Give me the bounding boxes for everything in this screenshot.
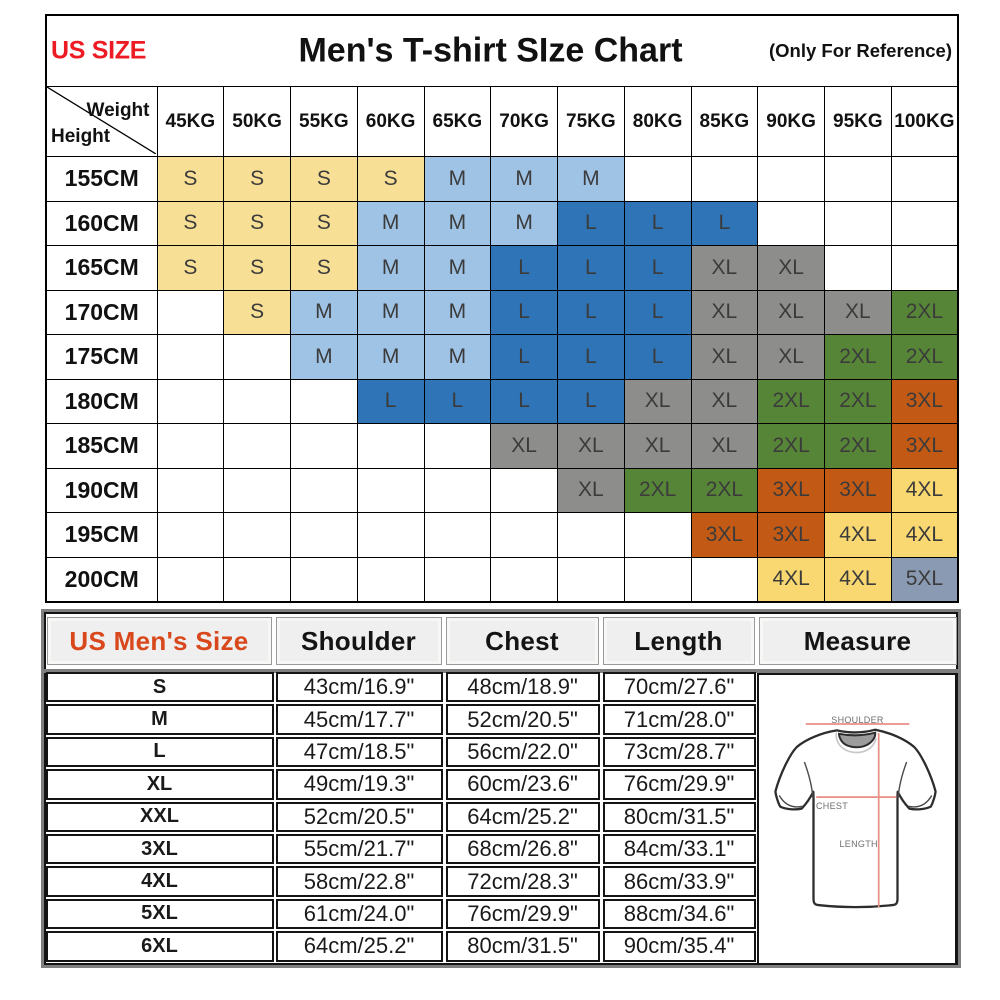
- svg-text:SHOULDER: SHOULDER: [831, 715, 884, 725]
- svg-text:CHEST: CHEST: [816, 801, 848, 811]
- svg-text:LENGTH: LENGTH: [839, 839, 877, 849]
